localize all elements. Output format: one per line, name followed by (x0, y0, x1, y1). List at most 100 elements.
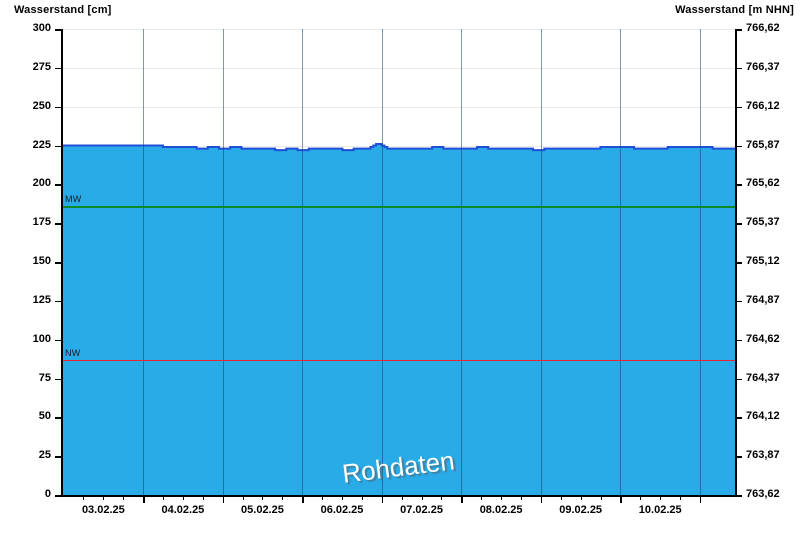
x-axis-minor-tick (640, 496, 642, 500)
right-axis-tick (736, 417, 742, 419)
left-axis-tick (55, 67, 61, 70)
reference-label-nw: NW (65, 347, 81, 358)
x-axis-minor-tick (580, 496, 582, 500)
x-axis-tick-label: 07.02.25 (400, 504, 443, 516)
x-axis-tick-label: 08.02.25 (479, 504, 523, 516)
left-axis-tick (55, 456, 61, 458)
bottom-axis-line (61, 495, 737, 497)
right-axis-tick (736, 262, 742, 264)
gridline-horizontal (62, 106, 735, 108)
x-axis-minor-tick (202, 496, 204, 500)
left-axis-tick-label: 25 (38, 449, 51, 462)
right-axis-tick (736, 495, 742, 497)
left-axis-tick-label: 250 (32, 99, 51, 112)
x-axis-minor-tick (481, 496, 483, 500)
right-axis-tick (736, 67, 742, 70)
left-axis-tick-label: 0 (44, 488, 51, 500)
right-axis-tick (736, 29, 742, 31)
right-axis-title: Wasserstand [m NHN] (675, 4, 794, 16)
left-axis-tick-label: 75 (38, 371, 51, 384)
left-axis-tick-label: 150 (32, 255, 51, 267)
gridline-horizontal (62, 145, 735, 147)
right-axis-tick (736, 184, 742, 186)
x-axis-minor-tick (421, 496, 423, 500)
x-axis-minor-tick (282, 496, 284, 500)
x-axis-minor-tick (560, 496, 562, 500)
x-axis-minor-tick (501, 496, 503, 500)
x-axis-minor-tick (521, 496, 522, 500)
left-axis-tick (55, 262, 61, 264)
right-axis-tick-label: 766,62 (746, 22, 780, 34)
x-axis-minor-tick (361, 496, 363, 500)
left-axis-tick-label: 100 (32, 332, 51, 345)
right-axis-tick (736, 339, 742, 342)
left-axis-tick (55, 417, 61, 419)
x-axis-major-tick (461, 496, 463, 503)
gridline-horizontal (62, 67, 735, 69)
reference-line-nw (62, 359, 735, 362)
right-axis-tick-label: 766,37 (746, 60, 780, 73)
right-axis-tick-label: 765,37 (746, 216, 780, 229)
right-axis-tick-label: 766,12 (746, 99, 780, 112)
x-axis-major-tick (302, 496, 304, 503)
series-stroke (62, 142, 735, 152)
right-axis-tick (736, 223, 742, 225)
right-axis-tick (736, 145, 742, 147)
plot-area: MW NW Rohdaten (62, 29, 735, 495)
right-axis-tick-label: 765,12 (746, 255, 780, 267)
x-axis-minor-tick (123, 496, 125, 500)
left-axis-tick (55, 495, 61, 497)
x-axis-minor-tick (680, 496, 682, 500)
x-axis-tick-label: 03.02.25 (81, 504, 125, 516)
series-fill (62, 143, 735, 495)
left-axis-line (61, 29, 63, 496)
left-axis-tick-label: 225 (32, 138, 51, 151)
left-axis-tick (55, 300, 61, 303)
x-axis-major-tick (222, 496, 225, 503)
water-level-area-series (62, 142, 735, 495)
right-axis-tick-label: 764,87 (746, 293, 780, 306)
right-axis-tick-label: 764,62 (746, 332, 780, 345)
x-axis-minor-tick (660, 496, 662, 500)
x-axis-minor-tick (182, 496, 184, 500)
gridline-horizontal (62, 29, 735, 30)
x-axis-tick-label: 05.02.25 (241, 504, 284, 516)
reference-line-mw (62, 206, 735, 208)
right-axis-tick-label: 765,62 (746, 177, 780, 190)
left-axis-tick-label: 175 (32, 216, 51, 229)
left-axis-title: Wasserstand [cm] (14, 4, 112, 16)
right-axis-line (735, 29, 737, 496)
left-axis-tick-label: 200 (32, 177, 51, 190)
left-axis-tick (55, 29, 61, 31)
x-axis-minor-tick (103, 496, 105, 500)
right-axis-tick (736, 106, 742, 109)
x-axis-major-tick (381, 496, 384, 503)
right-axis-tick (736, 300, 742, 303)
left-axis-tick (55, 339, 61, 342)
left-axis-tick-label: 125 (32, 293, 51, 306)
x-axis-tick-label: 06.02.25 (320, 504, 364, 516)
x-axis-minor-tick (262, 496, 264, 500)
left-axis-tick (55, 106, 61, 109)
left-axis-tick (55, 223, 61, 225)
x-axis-minor-tick (441, 496, 443, 500)
left-axis-tick-label: 300 (32, 22, 51, 34)
right-axis-tick-label: 764,37 (746, 371, 780, 384)
x-axis-minor-tick (342, 496, 344, 500)
x-axis-tick-label: 04.02.25 (161, 504, 205, 516)
x-axis-major-tick (620, 496, 622, 503)
right-axis-tick-label: 763,62 (746, 488, 780, 500)
right-axis-tick-label: 763,87 (746, 449, 780, 462)
right-axis-tick (736, 378, 742, 380)
x-axis-minor-tick (163, 496, 165, 500)
x-axis-minor-tick (242, 496, 244, 500)
x-axis-minor-tick (322, 496, 324, 500)
left-axis-tick (55, 145, 61, 147)
right-axis-tick (736, 456, 742, 458)
x-axis-major-tick (699, 496, 702, 503)
left-axis-tick-label: 275 (32, 60, 51, 73)
x-axis-minor-tick (401, 496, 403, 500)
x-axis-tick-label: 09.02.25 (559, 504, 603, 516)
left-axis-tick-label: 50 (38, 410, 51, 423)
